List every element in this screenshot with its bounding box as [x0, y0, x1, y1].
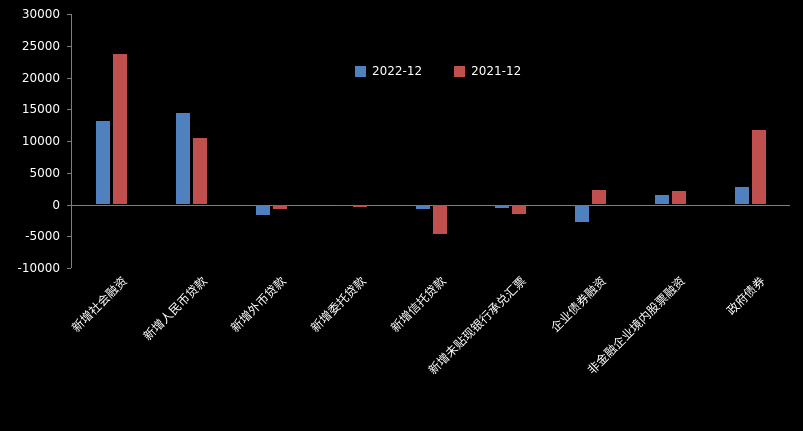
y-axis-tick	[67, 109, 71, 111]
y-axis-label: 25000	[21, 38, 60, 53]
bar-2022-12	[575, 204, 590, 222]
bar-2022-12	[335, 204, 350, 206]
bar-2021-12	[193, 138, 208, 205]
bar-2022-12	[495, 204, 510, 208]
legend: 2022-12 2021-12	[355, 64, 521, 78]
bar-2022-12	[734, 186, 749, 205]
legend-swatch-2021	[454, 65, 466, 77]
x-axis-label: 新增社会融资	[68, 274, 130, 335]
y-axis-tick	[67, 141, 71, 142]
x-axis-label: 新增委托贷款	[308, 274, 370, 335]
y-axis-tick	[67, 172, 71, 174]
bar-2021-12	[432, 204, 447, 234]
y-axis-label: 5000	[29, 165, 60, 180]
legend-item-2022: 2022-12	[355, 64, 422, 78]
x-axis-label: 新增信托贷款	[388, 274, 449, 335]
plot-area	[67, 14, 790, 269]
bar-2021-12	[512, 204, 527, 214]
legend-label-2021: 2021-12	[471, 64, 522, 78]
bar-2022-12	[415, 204, 430, 210]
y-axis-label: -5000	[25, 229, 60, 244]
x-axis-label: 企业债券融资	[547, 274, 609, 335]
bar-2021-12	[671, 191, 686, 205]
y-axis-label: 10000	[21, 134, 60, 148]
y-axis-label: 15000	[21, 102, 60, 117]
y-axis-tick	[67, 14, 71, 15]
bar-2021-12	[751, 130, 766, 205]
bar-2021-12	[352, 204, 367, 208]
y-axis-tick	[67, 204, 71, 206]
y-axis-label: 30000	[21, 7, 60, 21]
bar-2021-12	[113, 54, 128, 205]
bar-2022-12	[96, 121, 111, 205]
y-axis-tick	[67, 45, 71, 47]
y-axis-line	[71, 14, 72, 268]
bar-2021-12	[272, 204, 287, 209]
y-axis-tick	[67, 77, 71, 79]
y-axis-label: -10000	[17, 261, 60, 275]
bar-2022-12	[176, 113, 191, 205]
y-axis-label: 20000	[21, 70, 60, 85]
bar-2022-12	[255, 204, 270, 216]
x-axis-label: 政府债券	[724, 274, 769, 318]
legend-item-2021: 2021-12	[454, 64, 521, 78]
y-axis-label: 0	[52, 197, 60, 212]
bar-2022-12	[654, 195, 669, 205]
bar-2021-12	[592, 190, 607, 205]
legend-swatch-2022	[355, 65, 366, 77]
legend-label-2022: 2022-12	[372, 64, 423, 78]
y-axis-tick	[67, 268, 71, 269]
y-axis-tick	[67, 236, 71, 238]
x-axis-label: 新增外币贷款	[228, 274, 290, 335]
x-axis-line	[72, 204, 790, 206]
x-axis-label: 新增人民币贷款	[140, 274, 210, 344]
